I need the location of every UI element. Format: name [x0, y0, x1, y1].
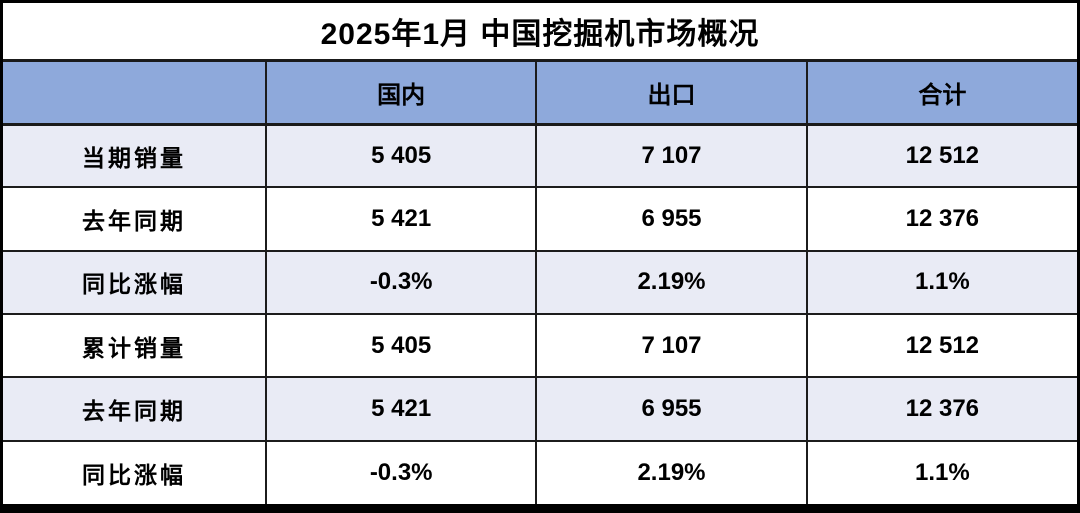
value-cell: -0.3% — [264, 439, 538, 504]
value-cell: 12 512 — [805, 312, 1077, 379]
value-cell: 1.1% — [805, 249, 1077, 315]
header-row: 国内 出口 合计 — [3, 62, 1077, 126]
value-cell: 1.1% — [805, 439, 1077, 504]
value-cell: 5 421 — [264, 376, 538, 442]
value-cell: 6 955 — [535, 376, 808, 442]
page-title: 2025年1月 中国挖掘机市场概况 — [3, 3, 1077, 62]
row-label-cell: 当期销量 — [3, 122, 267, 189]
value-cell: 2.19% — [535, 439, 808, 504]
value-cell: 5 421 — [264, 186, 538, 252]
value-cell: 7 107 — [535, 312, 808, 379]
value-cell: 2.19% — [535, 249, 808, 315]
row-label-cell: 累计销量 — [3, 312, 267, 379]
table-row: 去年同期 5 421 6 955 12 376 — [3, 376, 1077, 442]
value-cell: 12 376 — [805, 186, 1077, 252]
row-label-cell: 同比涨幅 — [3, 249, 267, 315]
value-cell: 5 405 — [264, 312, 538, 379]
value-cell: 12 512 — [805, 122, 1077, 189]
table-row: 去年同期 5 421 6 955 12 376 — [3, 186, 1077, 252]
table-row: 累计销量 5 405 7 107 12 512 — [3, 312, 1077, 379]
data-table: 国内 出口 合计 当期销量 5 405 7 107 12 512 去年同期 5 421 6 95… — [3, 62, 1077, 504]
value-cell: 6 955 — [535, 186, 808, 252]
table-row: 同比涨幅 -0.3% 2.19% 1.1% — [3, 439, 1077, 504]
value-cell: -0.3% — [264, 249, 538, 315]
value-cell: 7 107 — [535, 122, 808, 189]
header-cell: 出口 — [535, 62, 808, 126]
row-label-cell: 去年同期 — [3, 376, 267, 442]
value-cell: 5 405 — [264, 122, 538, 189]
header-cell: 合计 — [805, 62, 1077, 126]
value-cell: 12 376 — [805, 376, 1077, 442]
row-label-cell: 去年同期 — [3, 186, 267, 252]
row-label-cell: 同比涨幅 — [3, 439, 267, 504]
table-row: 当期销量 5 405 7 107 12 512 — [3, 122, 1077, 189]
header-cell-empty — [3, 62, 267, 126]
header-cell: 国内 — [264, 62, 538, 126]
table-row: 同比涨幅 -0.3% 2.19% 1.1% — [3, 249, 1077, 315]
